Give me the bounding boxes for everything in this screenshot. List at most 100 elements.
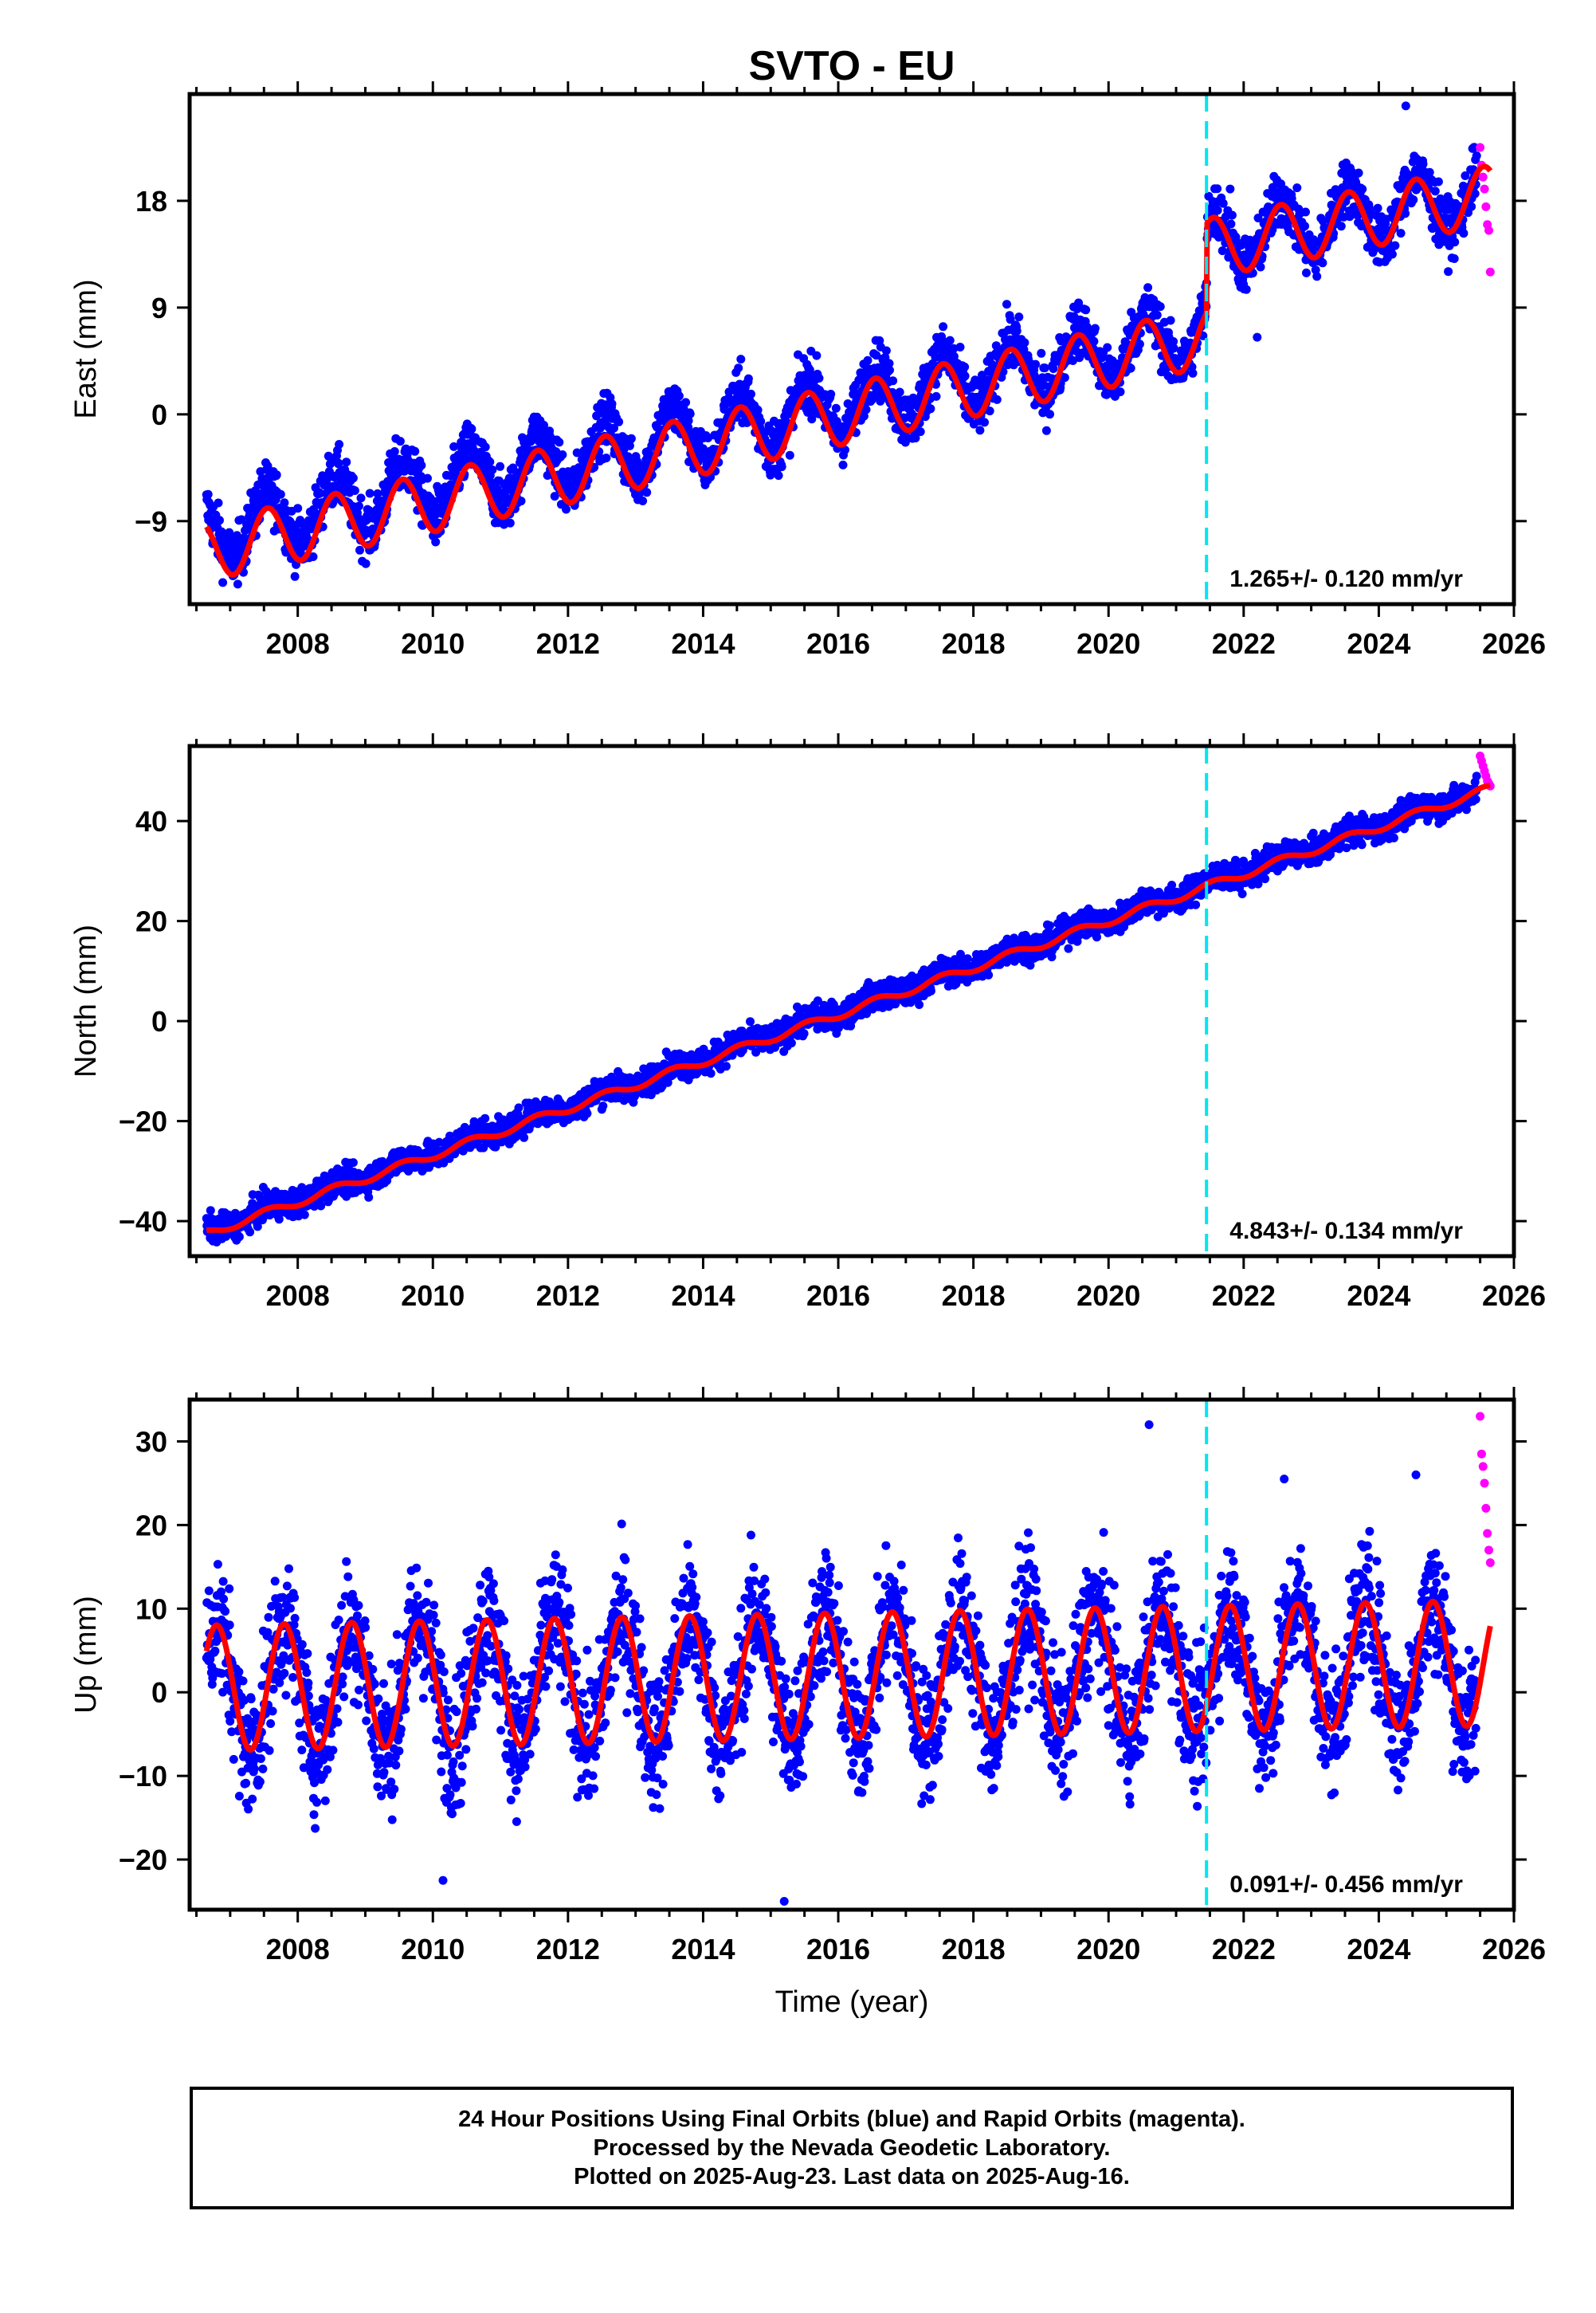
data-point <box>684 416 693 426</box>
data-point <box>888 376 898 386</box>
data-point <box>863 355 873 365</box>
data-point <box>753 405 763 414</box>
data-point <box>467 424 476 434</box>
data-point <box>1256 262 1265 272</box>
data-point <box>685 409 695 418</box>
data-point <box>479 1143 488 1153</box>
data-point <box>991 341 1001 351</box>
data-point <box>1318 258 1327 268</box>
data-point <box>516 497 526 506</box>
data-point <box>1470 189 1480 198</box>
x-tick-label: 2012 <box>536 627 600 660</box>
data-point <box>1292 183 1302 193</box>
data-point <box>1031 359 1041 369</box>
data-point <box>978 371 986 380</box>
data-point <box>826 390 836 399</box>
data-point <box>1347 167 1356 176</box>
data-point <box>1354 168 1363 178</box>
data-point <box>614 417 624 426</box>
data-point <box>308 552 318 561</box>
rapid-point <box>1481 202 1491 211</box>
data-point <box>1166 316 1175 325</box>
data-point <box>1169 337 1178 346</box>
data-point <box>296 516 305 525</box>
data-point <box>348 473 358 483</box>
x-tick-label: 2020 <box>1076 627 1140 660</box>
data-point <box>1231 233 1241 242</box>
data-point <box>734 363 743 373</box>
data-point <box>619 1096 629 1105</box>
x-tick-label: 2026 <box>1482 627 1546 660</box>
data-point <box>274 1215 284 1224</box>
data-point <box>975 426 985 435</box>
data-point <box>916 427 925 437</box>
data-point <box>335 440 344 449</box>
data-point <box>1241 285 1251 294</box>
data-point <box>1060 373 1069 383</box>
data-layer <box>202 752 1495 1247</box>
data-point <box>1425 167 1434 177</box>
data-point <box>598 1102 608 1111</box>
data-point <box>245 1227 255 1237</box>
data-point <box>355 545 364 555</box>
data-point <box>572 448 582 457</box>
data-point <box>1037 348 1046 358</box>
data-point <box>263 461 273 471</box>
data-point <box>625 441 634 450</box>
data-point <box>265 1211 275 1219</box>
data-point <box>985 406 994 416</box>
data-point <box>814 374 824 383</box>
data-point <box>1418 159 1428 169</box>
data-point <box>1188 368 1198 378</box>
data-point <box>550 492 559 501</box>
data-point <box>316 1201 326 1211</box>
data-point <box>1040 363 1049 373</box>
data-point <box>756 417 766 426</box>
data-point <box>1135 340 1144 349</box>
data-point <box>1218 198 1228 208</box>
data-point <box>1218 246 1227 256</box>
data-point <box>743 374 753 383</box>
data-point <box>214 498 223 508</box>
x-tick-label: 2024 <box>1347 627 1410 660</box>
data-point <box>417 461 426 470</box>
data-point <box>365 489 374 498</box>
rapid-point <box>1478 172 1488 182</box>
data-point <box>1387 249 1397 259</box>
data-point <box>342 457 351 467</box>
data-point <box>1401 209 1410 218</box>
data-point <box>218 578 228 587</box>
data-point <box>1444 267 1453 277</box>
data-point <box>1390 241 1400 250</box>
data-point <box>1467 202 1476 211</box>
data-point <box>1449 254 1459 263</box>
data-point <box>348 1158 358 1168</box>
data-point <box>945 336 955 345</box>
data-point <box>684 422 693 432</box>
data-point <box>1152 310 1162 320</box>
data-point <box>562 505 571 514</box>
data-point <box>955 343 965 351</box>
data-point <box>992 395 1002 404</box>
data-point <box>1006 315 1015 324</box>
data-point <box>449 442 459 451</box>
data-point <box>520 1133 529 1142</box>
data-point <box>777 462 786 472</box>
plot-frame <box>187 92 1516 607</box>
data-point <box>434 1137 444 1147</box>
data-point <box>861 405 871 414</box>
data-point <box>960 362 970 371</box>
data-point <box>206 1206 215 1215</box>
data-point <box>276 489 285 499</box>
data-point <box>1336 222 1346 231</box>
data-point <box>786 1039 796 1048</box>
data-point <box>884 359 894 368</box>
panel-1: 2008 2010 2012 2014 2016 2018 2020 2022 2024 2026… <box>69 733 1546 1312</box>
data-point <box>1253 214 1263 222</box>
data-point <box>1311 265 1320 275</box>
data-point <box>480 442 490 452</box>
data-point <box>806 368 815 378</box>
data-point <box>423 473 432 483</box>
data-point <box>911 434 920 443</box>
data-point <box>1126 363 1135 373</box>
